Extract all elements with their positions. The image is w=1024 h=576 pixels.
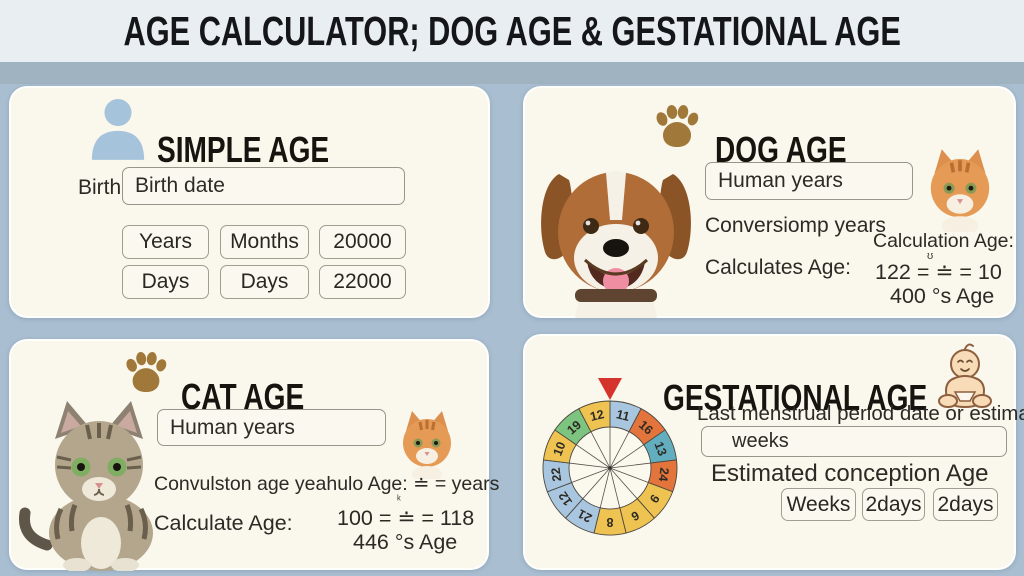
cat-result-line2: 446 °s Age xyxy=(353,530,458,554)
cat-age-panel: CAT AGE Convulston age yeahulo Age: ≐ = … xyxy=(9,339,499,571)
svg-text:8: 8 xyxy=(606,515,613,529)
dog-calculation-age-label: Calculation Age: xyxy=(873,230,1014,252)
gestational-age-heading: GESTATIONAL AGE xyxy=(663,376,928,418)
days-button-1[interactable]: 2days xyxy=(862,488,925,521)
days-button-2[interactable]: 2days xyxy=(933,488,998,521)
lmp-label: Last menstrual period date or estimated xyxy=(697,402,1024,425)
weeks-button[interactable]: Weeks xyxy=(781,488,856,521)
baby-icon xyxy=(938,343,992,409)
dog-result-line2: 400 °s Age xyxy=(890,284,995,308)
cat-calculate-label: Calculate Age: xyxy=(154,511,293,535)
dog-result-line1: 122 = ≐ = 10 xyxy=(875,260,1002,284)
svg-text:22: 22 xyxy=(549,467,565,483)
cat-paw-icon xyxy=(126,351,167,393)
years-box[interactable]: Years xyxy=(122,225,209,259)
main-title: AGE CALCULATOR; DOG AGE & GESTATIONAL AG… xyxy=(123,7,901,54)
years-value-box[interactable]: 20000 xyxy=(319,225,406,259)
gestational-wheel: 11 16 13 24 9 6 8 21 12 22 10 19 12 xyxy=(537,376,697,566)
person-icon xyxy=(91,99,145,160)
days-box-2[interactable]: Days xyxy=(220,265,309,299)
svg-text:10: 10 xyxy=(550,440,568,458)
svg-text:21: 21 xyxy=(575,506,594,525)
page-header: AGE CALCULATOR; DOG AGE & GESTATIONAL AG… xyxy=(0,0,1024,62)
dog-age-panel: DOG AGE Conversiomp years Calculates Age… xyxy=(523,86,1016,318)
cat-conversion-label: Convulston age yeahulo Age: ≐ = years xyxy=(154,473,500,495)
cat-tiny-glyph: ᵏ xyxy=(397,494,401,506)
cat-age-heading: CAT AGE xyxy=(181,375,305,417)
dog-panel-cat-photo xyxy=(930,149,990,232)
svg-text:11: 11 xyxy=(615,407,631,424)
cat-result-line1: 100 = ≐ = 118 xyxy=(337,506,475,530)
dog-calculates-label: Calculates Age: xyxy=(705,256,851,279)
header-divider-band xyxy=(0,62,1024,84)
gestational-age-panel: GESTATIONAL AGE 11 16 13 24 9 6 8 21 12 22 10 19 12 … xyxy=(523,334,1024,570)
dog-paw-icon xyxy=(656,105,699,147)
kitten-photo xyxy=(18,401,153,571)
dog-conversion-label: Conversiomp years xyxy=(705,214,886,237)
birth-date-input[interactable] xyxy=(122,167,405,205)
estimated-conception-label: Estimated conception Age xyxy=(711,460,989,487)
days-box-1[interactable]: Days xyxy=(122,265,209,299)
weeks-input[interactable] xyxy=(701,426,1007,457)
svg-text:12: 12 xyxy=(589,407,606,424)
simple-age-panel: SIMPLE AGE Birth: Years Months 20000 Day… xyxy=(9,86,490,318)
cat-panel-cat-photo xyxy=(403,411,451,479)
svg-text:13: 13 xyxy=(651,440,669,458)
dog-photo xyxy=(541,171,691,318)
months-box[interactable]: Months xyxy=(220,225,309,259)
dog-human-years-input[interactable] xyxy=(705,162,913,200)
birth-label: Birth: xyxy=(78,176,128,199)
svg-text:24: 24 xyxy=(656,467,672,483)
dog-age-heading: DOG AGE xyxy=(715,128,847,170)
svg-text:12: 12 xyxy=(556,489,575,508)
simple-age-heading: SIMPLE AGE xyxy=(157,128,330,170)
dog-tiny-glyph: ʊ xyxy=(927,250,934,262)
cat-human-years-input[interactable] xyxy=(157,409,386,446)
days-value-box[interactable]: 22000 xyxy=(319,265,406,299)
